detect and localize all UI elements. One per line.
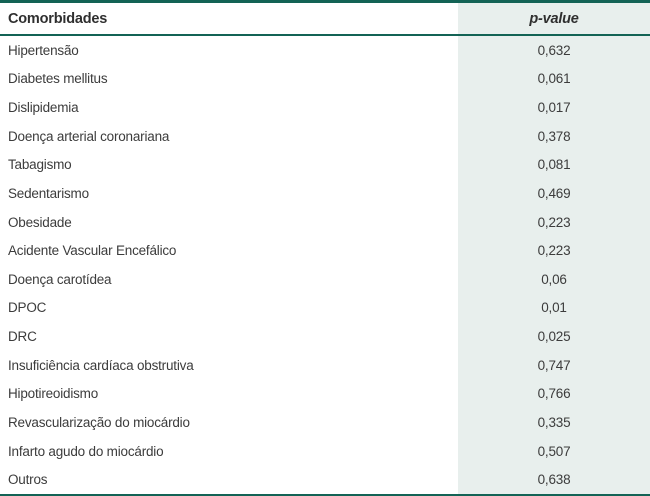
comorbidity-cell: Insuficiência cardíaca obstrutiva xyxy=(8,357,194,373)
p-value-cell: 0,223 xyxy=(458,207,650,237)
p-value-cell: 0,766 xyxy=(458,379,650,409)
comorbidity-cell: Hipertensão xyxy=(8,42,79,58)
table-row: Revascularização do miocárdio 0,335 xyxy=(0,408,650,437)
p-value-cell: 0,223 xyxy=(458,236,650,265)
comorbidity-cell: DRC xyxy=(8,329,37,345)
table-row: Tabagismo 0,081 xyxy=(0,150,650,180)
p-value-cell: 0,378 xyxy=(458,121,650,151)
p-value-cell: 0,747 xyxy=(458,350,650,380)
table-row: Hipotireoidismo 0,766 xyxy=(0,379,650,409)
table-row: Outros 0,638 xyxy=(0,465,650,494)
comorbidity-cell: Hipotireoidismo xyxy=(8,386,99,402)
table-row: DPOC 0,01 xyxy=(0,293,650,323)
table-row: Hipertensão 0,632 xyxy=(0,36,650,65)
p-value-cell: 0,335 xyxy=(458,408,650,437)
table-row: Doença carotídea 0,06 xyxy=(0,265,650,294)
p-value-cell: 0,638 xyxy=(458,465,650,494)
p-value-cell: 0,017 xyxy=(458,93,650,122)
p-value-cell: 0,507 xyxy=(458,436,650,466)
table-row: Infarto agudo do miocárdio 0,507 xyxy=(0,436,650,466)
p-value-cell: 0,469 xyxy=(458,179,650,208)
comorbidity-cell: Tabagismo xyxy=(8,157,72,173)
table-row: DRC 0,025 xyxy=(0,322,650,351)
p-value-cell: 0,081 xyxy=(458,150,650,180)
comorbidity-cell: Obesidade xyxy=(8,214,72,230)
column-header-pvalue: p-value xyxy=(458,3,650,34)
comorbidity-cell: Diabetes mellitus xyxy=(8,71,108,87)
comorbidity-cell: Dislipidemia xyxy=(8,100,79,116)
comorbidity-cell: Doença carotídea xyxy=(8,271,112,287)
comorbidity-cell: Doença arterial coronariana xyxy=(8,128,170,144)
p-value-cell: 0,01 xyxy=(458,293,650,323)
comorbidity-cell: Sedentarismo xyxy=(8,185,89,201)
comorbidity-cell: Acidente Vascular Encefálico xyxy=(8,243,177,259)
table-row: Diabetes mellitus 0,061 xyxy=(0,64,650,94)
comorbidity-cell: Revascularização do miocárdio xyxy=(8,414,190,430)
table-row: Insuficiência cardíaca obstrutiva 0,747 xyxy=(0,350,650,380)
table-row: Acidente Vascular Encefálico 0,223 xyxy=(0,236,650,265)
p-value-cell: 0,025 xyxy=(458,322,650,351)
p-value-cell: 0,06 xyxy=(458,265,650,294)
p-value-cell: 0,061 xyxy=(458,64,650,94)
comorbidity-cell: Outros xyxy=(8,472,48,488)
table-row: Sedentarismo 0,469 xyxy=(0,179,650,208)
table-header-row: Comorbidades p-value xyxy=(0,3,650,36)
column-header-comorbidities: Comorbidades xyxy=(8,10,108,27)
table-body: Hipertensão 0,632 Diabetes mellitus 0,061 Di… xyxy=(0,36,650,494)
p-value-cell: 0,632 xyxy=(458,36,650,65)
table-row: Doença arterial coronariana 0,378 xyxy=(0,121,650,151)
table-row: Obesidade 0,223 xyxy=(0,207,650,237)
table-row: Dislipidemia 0,017 xyxy=(0,93,650,122)
comorbidity-cell: DPOC xyxy=(8,300,47,316)
comorbidity-cell: Infarto agudo do miocárdio xyxy=(8,443,164,459)
